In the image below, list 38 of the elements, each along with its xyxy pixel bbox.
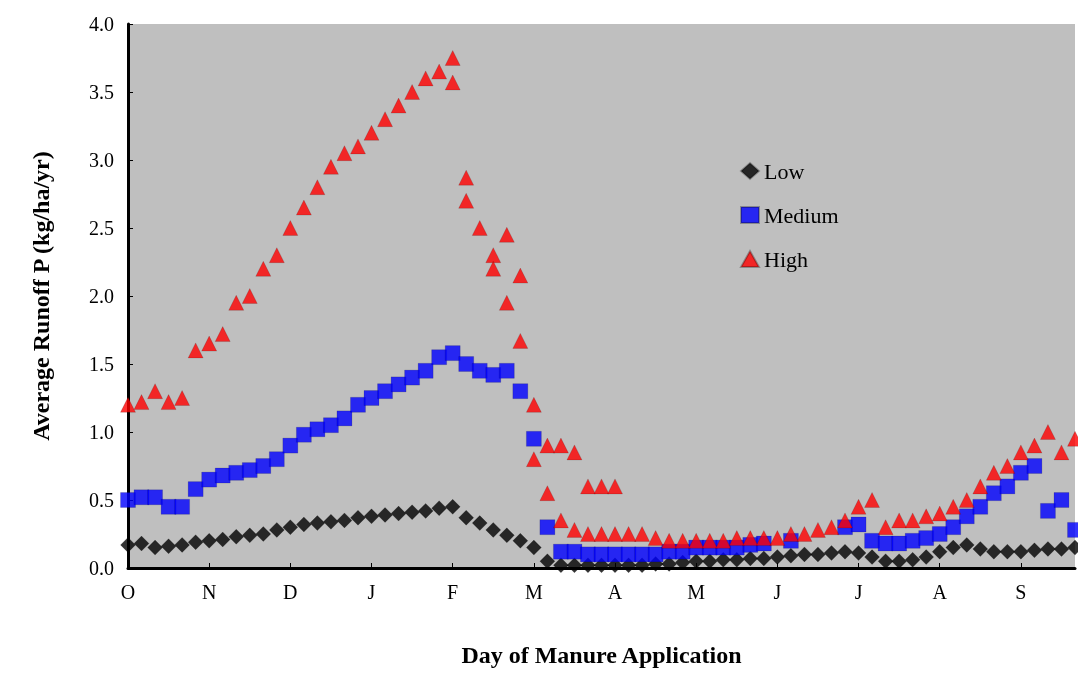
legend-label: Medium (764, 202, 839, 228)
x-tick-label: N (201, 581, 217, 603)
y-tick-label: 2.0 (89, 285, 114, 307)
point (580, 526, 596, 542)
point (444, 74, 461, 91)
y-tick-label: 3.5 (89, 81, 114, 103)
x-tick-label: M (524, 581, 543, 603)
point (458, 169, 474, 186)
legend-label: High (764, 246, 808, 272)
point (539, 485, 556, 501)
x-tick-label: J (367, 581, 376, 603)
point (499, 295, 515, 311)
point (512, 333, 529, 349)
y-tick-label: 1.5 (89, 353, 114, 375)
y-tick-label: 0.5 (89, 489, 114, 511)
legend-label: Low (764, 158, 805, 184)
x-tick-label: J (773, 581, 782, 603)
point (593, 526, 610, 542)
y-tick-label: 2.5 (89, 217, 114, 239)
y-axis-title: Average Runoff P (kg/ha/yr) (28, 151, 54, 441)
point (553, 512, 569, 529)
point (607, 526, 623, 542)
x-tick-label: D (283, 581, 298, 603)
y-tick-label: 1.0 (89, 421, 114, 443)
x-tick-label: M (687, 581, 706, 603)
y-tick-label: 4.0 (89, 13, 114, 35)
point (566, 522, 583, 538)
x-tick-label: O (120, 581, 136, 603)
x-axis-title: Day of Manure Application (461, 642, 742, 668)
x-tick-label: A (607, 581, 623, 603)
x-tick-label: F (447, 581, 459, 603)
y-tick-label: 0.0 (89, 557, 114, 579)
x-tick-label: J (854, 581, 863, 603)
x-tick-label: S (1015, 581, 1027, 603)
x-tick-label: A (932, 581, 948, 603)
point (485, 261, 502, 277)
y-tick-label: 3.0 (89, 149, 114, 171)
point (526, 451, 542, 467)
